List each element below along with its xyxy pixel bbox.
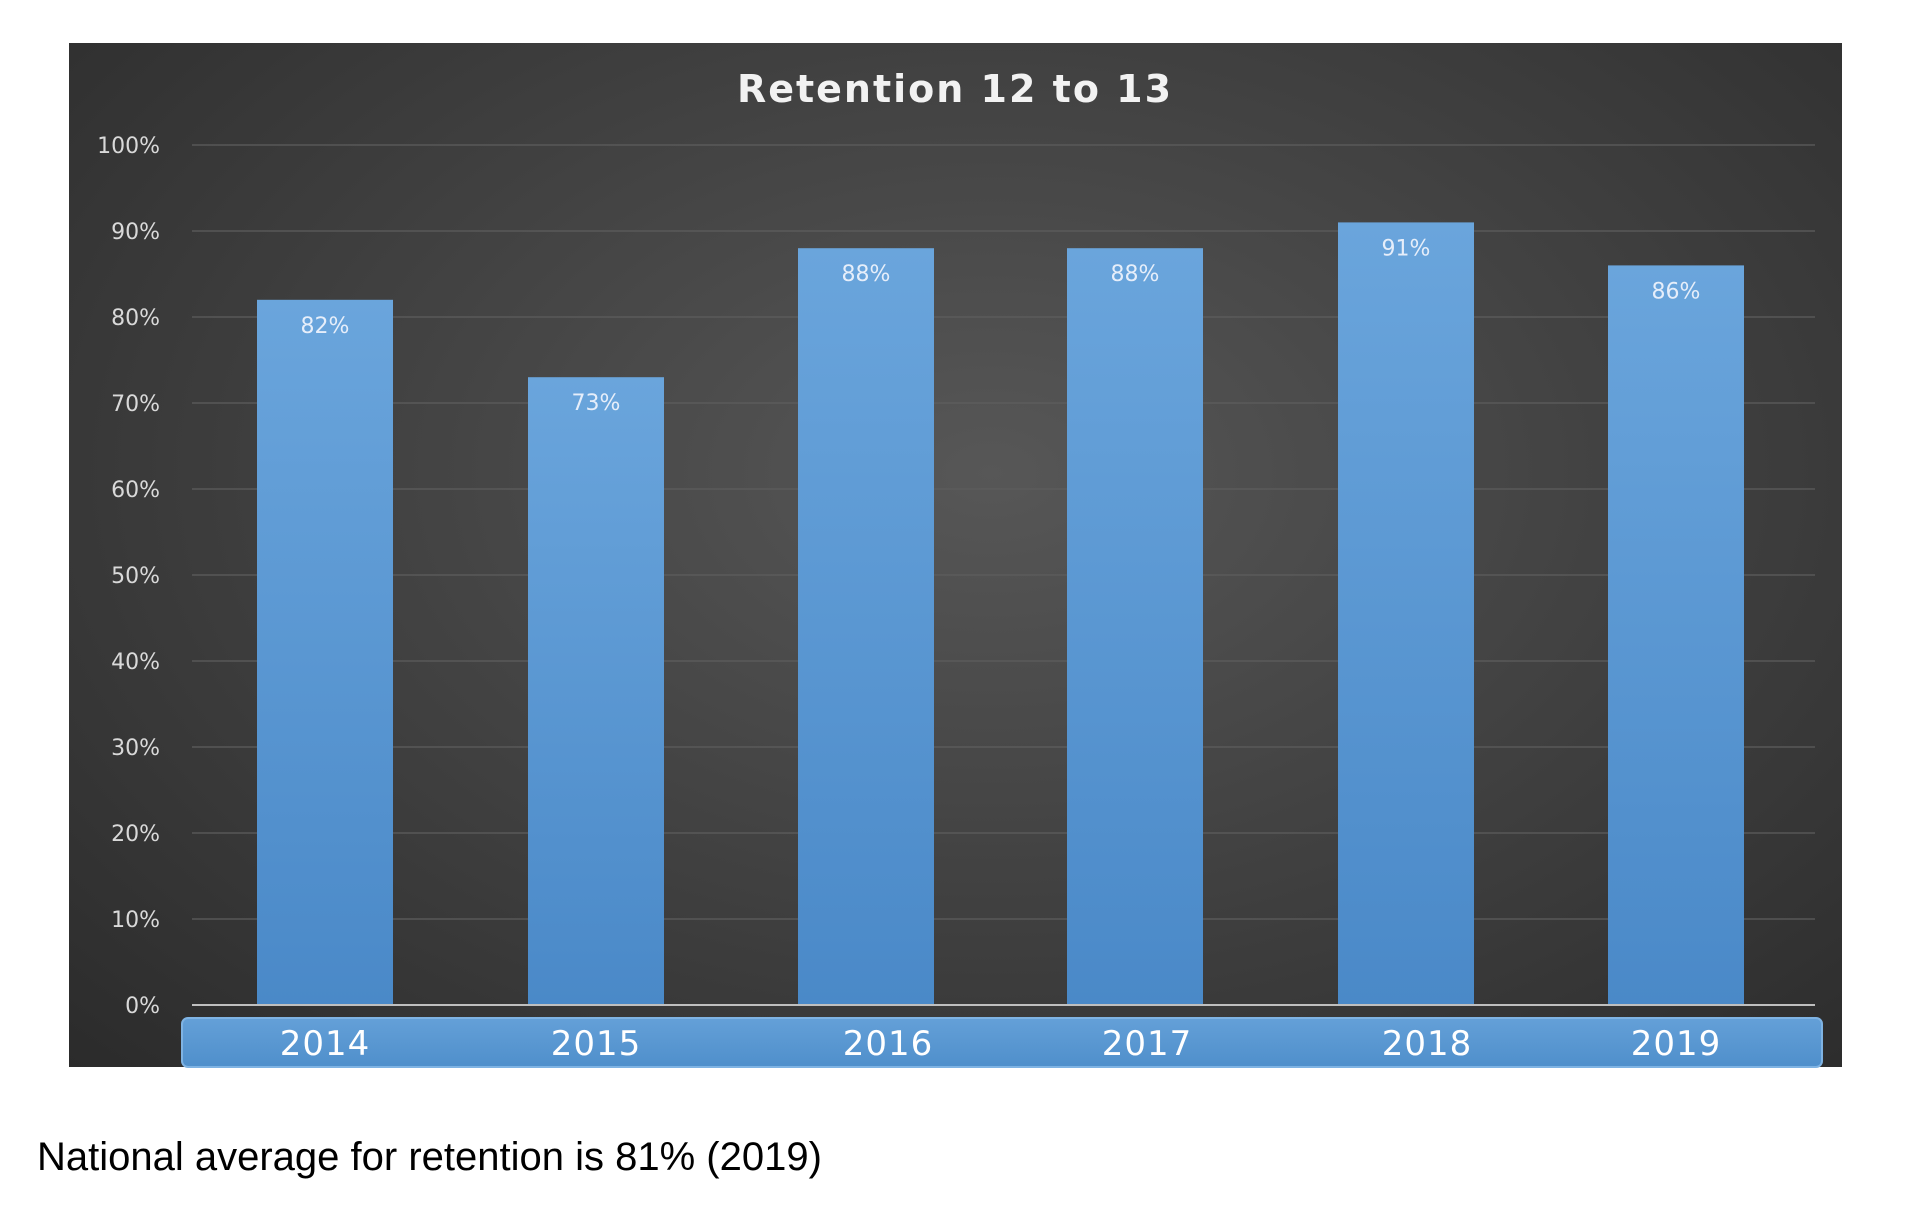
y-tick-label: 0%	[125, 994, 160, 1019]
y-tick-label: 10%	[111, 908, 160, 933]
y-tick-label: 90%	[111, 220, 160, 245]
data-label-2017: 88%	[1111, 262, 1160, 287]
bars	[257, 222, 1744, 1005]
data-label-2019: 86%	[1652, 279, 1701, 304]
y-tick-label: 40%	[111, 650, 160, 675]
data-label-2015: 73%	[572, 391, 621, 416]
bar-2014	[257, 299, 393, 1005]
data-label-2018: 91%	[1382, 236, 1431, 261]
bar-2015	[528, 377, 664, 1005]
x-tick-label-2015: 2015	[551, 1024, 642, 1064]
chart-title: Retention 12 to 13	[737, 67, 1173, 111]
bar-2018	[1338, 222, 1474, 1005]
y-axis-ticks: 0% 10% 20% 30% 40% 50% 60% 70% 80% 90% 100%	[97, 134, 160, 1019]
bar-2017	[1067, 248, 1203, 1005]
y-tick-label: 30%	[111, 736, 160, 761]
y-tick-label: 60%	[111, 478, 160, 503]
bar-2019	[1608, 265, 1744, 1005]
y-tick-label: 20%	[111, 822, 160, 847]
data-label-2014: 82%	[301, 314, 350, 339]
gridlines	[192, 144, 1815, 920]
x-axis-ticks: 2014 2015 2016 2017 2018 2019	[280, 1024, 1722, 1064]
y-tick-label: 70%	[111, 392, 160, 417]
x-tick-label-2019: 2019	[1631, 1024, 1722, 1064]
caption: National average for retention is 81% (2…	[37, 1135, 822, 1179]
y-tick-label: 80%	[111, 306, 160, 331]
y-tick-label: 50%	[111, 564, 160, 589]
y-tick-label: 100%	[97, 134, 160, 159]
x-tick-label-2016: 2016	[843, 1024, 934, 1064]
x-tick-label-2014: 2014	[280, 1024, 371, 1064]
bar-2016	[798, 248, 934, 1005]
x-tick-label-2017: 2017	[1102, 1024, 1193, 1064]
data-label-2016: 88%	[842, 262, 891, 287]
data-labels: 82% 73% 88% 88% 91% 86%	[301, 236, 1701, 416]
category-axis-band	[181, 1017, 1823, 1068]
x-tick-label-2018: 2018	[1382, 1024, 1473, 1064]
